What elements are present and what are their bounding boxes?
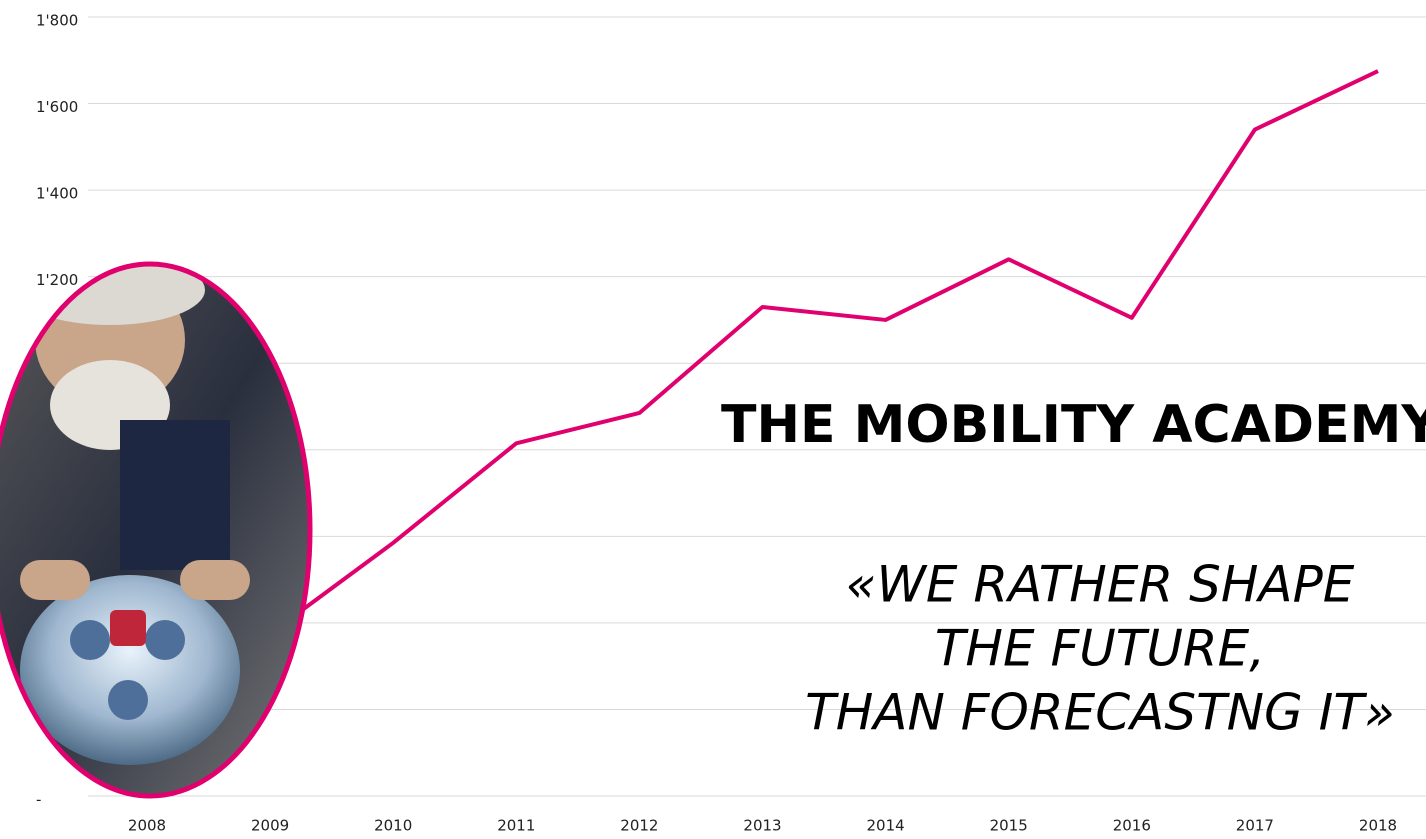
quote-line: «WE RATHER SHAPE xyxy=(846,556,1355,614)
y-tick-label: 1'200 xyxy=(36,271,78,289)
quote-line: THAN FORECASTNG IT» xyxy=(805,684,1395,742)
x-tick-label: 2017 xyxy=(1236,817,1274,835)
y-tick-label: 1'800 xyxy=(36,12,78,30)
headline: THE MOBILITY ACADEMY xyxy=(721,395,1426,455)
chart: -2004006008001'0001'2001'4001'6001'80020… xyxy=(0,0,1426,839)
quote-line: THE FUTURE, xyxy=(935,620,1265,678)
x-tick-label: 2016 xyxy=(1113,817,1151,835)
x-tick-label: 2011 xyxy=(497,817,535,835)
y-tick-label: 1'600 xyxy=(36,98,78,116)
x-tick-label: 2012 xyxy=(620,817,658,835)
x-tick-label: 2010 xyxy=(374,817,412,835)
page: -2004006008001'0001'2001'4001'6001'80020… xyxy=(0,0,1426,839)
x-tick-label: 2015 xyxy=(990,817,1028,835)
x-tick-label: 2013 xyxy=(743,817,781,835)
x-tick-label: 2014 xyxy=(867,817,905,835)
x-tick-label: 2009 xyxy=(251,817,289,835)
x-tick-label: 2008 xyxy=(128,817,166,835)
y-tick-label: 1'400 xyxy=(36,185,78,203)
x-tick-label: 2018 xyxy=(1359,817,1397,835)
wizard-photo xyxy=(0,255,320,800)
y-tick-label: - xyxy=(36,791,41,809)
